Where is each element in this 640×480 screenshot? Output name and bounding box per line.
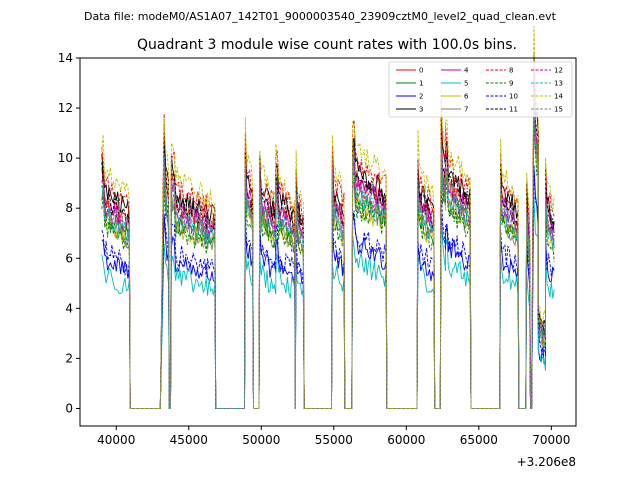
series-line-11 xyxy=(101,84,555,409)
legend-label-13: 13 xyxy=(554,80,563,88)
y-axis: 0 2 4 6 8 10 12 14 xyxy=(58,51,80,415)
legend-label-15: 15 xyxy=(554,106,563,114)
y-tick-label: 14 xyxy=(58,51,73,65)
series-line-10 xyxy=(101,166,555,409)
y-tick-label: 4 xyxy=(65,301,73,315)
plot-series xyxy=(101,25,555,409)
series-line-14 xyxy=(101,25,555,409)
plot-frame xyxy=(79,57,577,427)
series-line-2 xyxy=(101,164,555,409)
x-tick-label: 45000 xyxy=(170,433,208,447)
x-axis: 40000 45000 50000 55000 60000 65000 70000 xyxy=(97,426,570,447)
x-tick-label: 55000 xyxy=(315,433,353,447)
legend-label-12: 12 xyxy=(554,67,563,75)
x-tick-label: 70000 xyxy=(532,433,570,447)
legend-label-2: 2 xyxy=(419,93,423,101)
y-tick-label: 10 xyxy=(58,151,73,165)
legend-label-14: 14 xyxy=(554,93,563,101)
legend-frame xyxy=(388,61,573,118)
legend-label-6: 6 xyxy=(464,93,469,101)
y-tick-label: 6 xyxy=(65,251,73,265)
legend-label-9: 9 xyxy=(509,80,513,88)
series-line-12 xyxy=(101,103,555,409)
series-line-5 xyxy=(101,195,555,409)
y-tick-label: 2 xyxy=(65,351,73,365)
y-tick-label: 12 xyxy=(58,101,73,115)
legend-label-4: 4 xyxy=(464,67,469,75)
x-offset-label: +3.206e8 xyxy=(517,455,576,469)
x-tick-label: 50000 xyxy=(242,433,280,447)
legend-label-5: 5 xyxy=(464,80,468,88)
series-line-4 xyxy=(101,81,555,409)
x-tick-label: 65000 xyxy=(460,433,498,447)
series-line-9 xyxy=(101,122,555,409)
figure-suptitle: Data file: modeM0/AS1A07_142T01_90000035… xyxy=(84,10,557,23)
legend-label-11: 11 xyxy=(509,106,518,114)
y-tick-label: 0 xyxy=(65,401,73,415)
series-line-13 xyxy=(101,90,555,409)
series-line-1 xyxy=(101,96,555,409)
legend-label-7: 7 xyxy=(464,106,468,114)
legend-label-0: 0 xyxy=(419,67,423,75)
x-tick-label: 60000 xyxy=(387,433,425,447)
series-line-6 xyxy=(101,113,555,409)
series-line-7 xyxy=(101,111,555,409)
series-line-0 xyxy=(101,69,555,409)
chart-title: Quadrant 3 module wise count rates with … xyxy=(137,37,517,53)
legend-label-8: 8 xyxy=(509,67,513,75)
series-line-15 xyxy=(101,81,555,409)
y-tick-label: 8 xyxy=(65,201,73,215)
legend-label-10: 10 xyxy=(509,93,518,101)
x-tick-label: 40000 xyxy=(97,433,135,447)
legend-label-3: 3 xyxy=(419,106,423,114)
legend-label-1: 1 xyxy=(419,80,423,88)
